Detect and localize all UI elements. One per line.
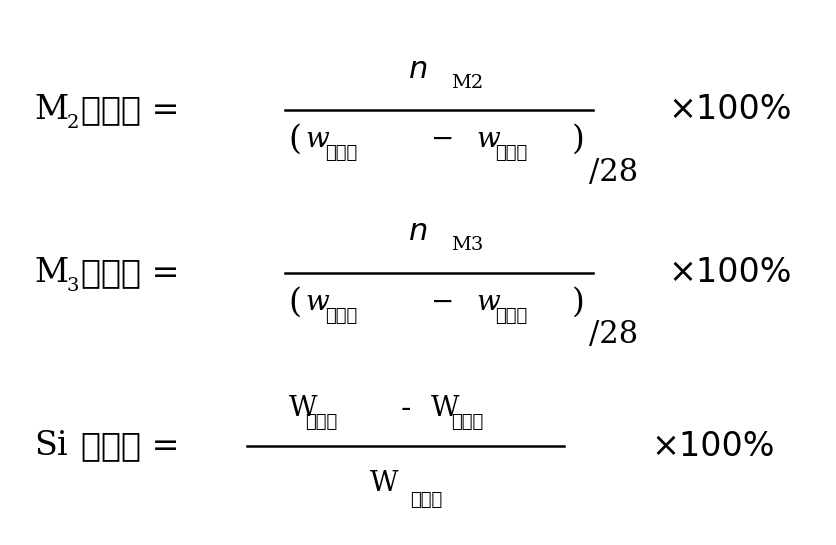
Text: ×100%: ×100%: [668, 93, 792, 126]
Text: -: -: [400, 392, 410, 423]
Text: /28: /28: [589, 319, 638, 350]
Text: ×100%: ×100%: [651, 429, 775, 463]
Text: 反应前: 反应前: [324, 144, 357, 162]
Text: Si: Si: [35, 430, 69, 462]
Text: 3: 3: [66, 277, 79, 295]
Text: w: w: [305, 126, 329, 153]
Text: 2: 2: [66, 114, 79, 132]
Text: M: M: [35, 257, 69, 288]
Text: w: w: [305, 289, 329, 316]
Text: −: −: [431, 126, 455, 153]
Text: ×100%: ×100%: [668, 256, 792, 289]
Text: w: w: [477, 289, 500, 316]
Text: 反应后: 反应后: [451, 413, 483, 431]
Text: M: M: [35, 94, 69, 126]
Text: 选择性 =: 选择性 =: [80, 93, 179, 126]
Text: ): ): [572, 286, 585, 318]
Text: M3: M3: [451, 237, 484, 255]
Text: −: −: [431, 289, 455, 316]
Text: 反应后: 反应后: [496, 144, 528, 162]
Text: w: w: [477, 126, 500, 153]
Text: (: (: [289, 124, 302, 156]
Text: 反应前: 反应前: [324, 307, 357, 325]
Text: 反应前: 反应前: [410, 491, 442, 509]
Text: /28: /28: [589, 157, 638, 187]
Text: (: (: [289, 286, 302, 318]
Text: ): ): [572, 124, 585, 156]
Text: $n$: $n$: [408, 53, 428, 84]
Text: W: W: [431, 395, 459, 421]
Text: W: W: [370, 470, 399, 498]
Text: M2: M2: [451, 74, 483, 92]
Text: 选择性 =: 选择性 =: [80, 256, 179, 289]
Text: $n$: $n$: [408, 216, 428, 247]
Text: 反应后: 反应后: [496, 307, 528, 325]
Text: 反应前: 反应前: [305, 413, 338, 431]
Text: 转化率 =: 转化率 =: [80, 429, 179, 463]
Text: W: W: [289, 395, 318, 421]
